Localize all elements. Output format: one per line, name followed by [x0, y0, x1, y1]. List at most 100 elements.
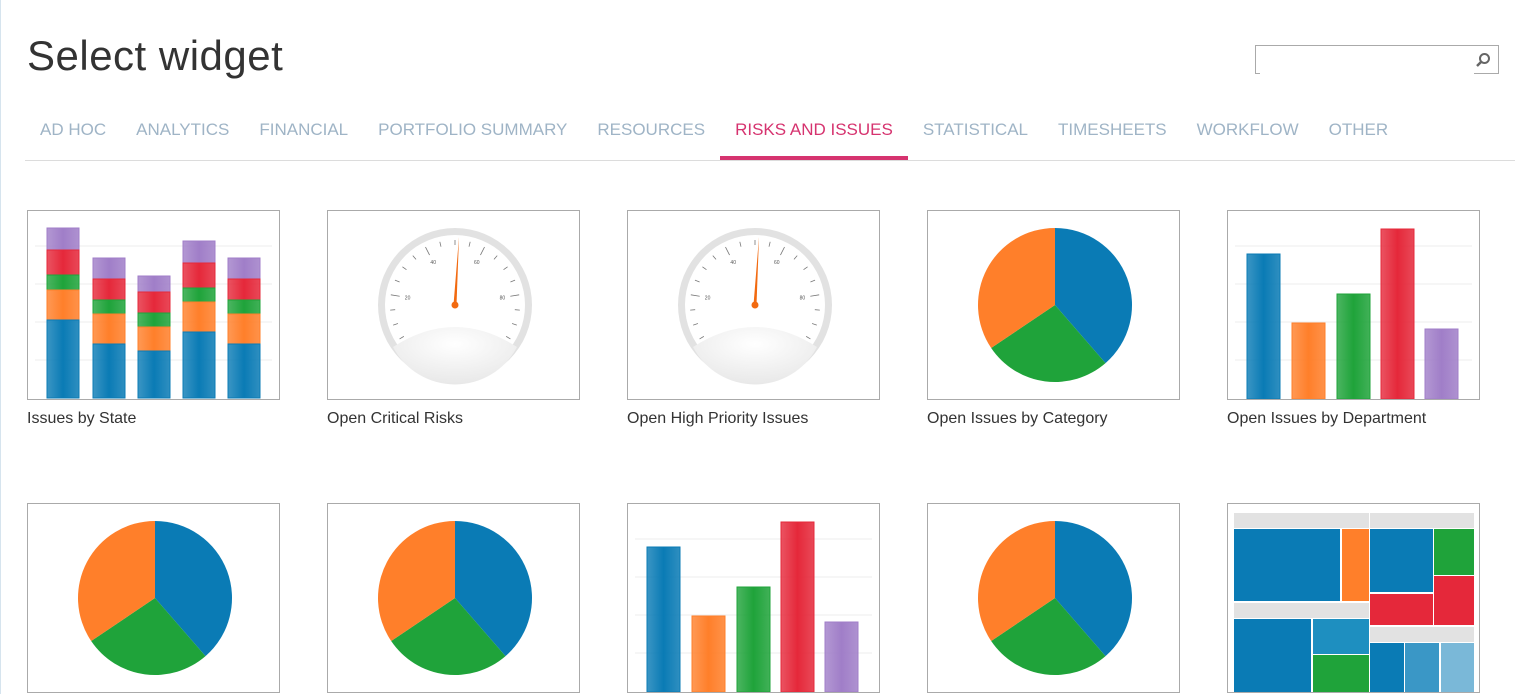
bar-segment-red: [46, 249, 80, 276]
bar-segment-purple: [137, 275, 171, 293]
widget-card[interactable]: [1227, 503, 1480, 693]
bar-segment-orange: [182, 301, 216, 333]
widget-card[interactable]: [627, 503, 880, 693]
gauge-tick: [394, 279, 400, 283]
gauge-tick: [768, 241, 771, 247]
gauge-tick: [505, 336, 511, 340]
tab-ad-hoc[interactable]: AD HOC: [40, 120, 107, 139]
widget-label[interactable]: Open High Priority Issues: [627, 410, 809, 427]
bar-segment-blue: [46, 319, 80, 399]
bar-segment-purple: [182, 240, 216, 264]
widget-thumbnail-bar[interactable]: [627, 503, 880, 693]
bar-orange: [691, 615, 726, 692]
gauge-pivot: [751, 301, 759, 309]
bar-segment-blue: [227, 343, 261, 399]
widget-thumbnail-pie[interactable]: [927, 503, 1180, 693]
gauge-tick: [803, 266, 808, 271]
bar-green: [1336, 293, 1371, 399]
gauge-tick: [468, 241, 471, 247]
widget-label[interactable]: Issues by State: [27, 410, 137, 427]
gauge-tick: [690, 294, 700, 297]
treemap-cell: [1434, 576, 1474, 625]
bar-segment-red: [227, 278, 261, 301]
tab-analytics[interactable]: ANALYTICS: [136, 120, 230, 139]
gauge-tick: [793, 255, 798, 260]
treemap-cell: [1313, 619, 1369, 654]
treemap-cell: [1370, 594, 1433, 625]
widget-label[interactable]: Open Issues by Department: [1227, 410, 1427, 427]
gauge-tick: [439, 241, 442, 247]
tab-statistical[interactable]: STATISTICAL: [922, 120, 1029, 139]
tab-risks-and-issues[interactable]: RISKS AND ISSUES: [720, 110, 908, 160]
gauge-tick: [399, 336, 405, 340]
tab-resources[interactable]: RESOURCES: [597, 120, 706, 139]
bar-segment-blue: [182, 331, 216, 399]
widget-label[interactable]: Open Issues by Category: [927, 410, 1108, 427]
widget-thumbnail-bar[interactable]: [1227, 210, 1480, 400]
tab-workflow[interactable]: WORKFLOW: [1196, 120, 1299, 139]
bar-blue: [1246, 253, 1281, 399]
bar-blue: [646, 546, 681, 692]
bar-segment-green: [46, 274, 80, 291]
gauge-pivot: [451, 301, 459, 309]
bar-segment-purple: [227, 257, 261, 280]
widget-card[interactable]: [927, 503, 1180, 693]
widget-thumbnail-treemap[interactable]: [1227, 503, 1480, 693]
bar-segment-orange: [92, 313, 126, 345]
widget-card[interactable]: Issues by State: [27, 210, 280, 428]
gauge-tick-label: 40: [730, 260, 736, 266]
gauge-tick: [393, 323, 399, 326]
bar-segment-orange: [227, 313, 261, 345]
widget-thumbnail-stacked-bar[interactable]: [27, 210, 280, 400]
widget-card[interactable]: [27, 503, 280, 693]
pie-chart-icon: [978, 228, 1132, 382]
bar-segment-orange: [46, 289, 80, 321]
gauge-tick: [725, 246, 730, 256]
search-input[interactable]: [1260, 47, 1474, 74]
search-box[interactable]: [1255, 45, 1499, 74]
gauge-tick-label: 60: [474, 260, 480, 266]
gauge-tick: [811, 323, 817, 326]
bar-segment-green: [182, 287, 216, 303]
widget-thumbnail-pie[interactable]: [27, 503, 280, 693]
bar-purple: [1424, 328, 1459, 399]
widget-card[interactable]: 020406080100 Open High Priority Issues: [627, 210, 880, 428]
gauge-tick: [780, 246, 785, 256]
bar-segment-green: [137, 312, 171, 328]
gauge-tick: [480, 246, 485, 256]
bar-segment-green: [227, 299, 261, 315]
widget-card[interactable]: [327, 503, 580, 693]
widget-label[interactable]: Open Critical Risks: [327, 410, 464, 427]
pie-slice-green: [391, 598, 506, 675]
widget-thumbnail-pie[interactable]: [927, 210, 1180, 400]
widget-card[interactable]: 020406080100 Open Critical Risks: [327, 210, 580, 428]
pie-slice-green: [991, 598, 1106, 675]
widget-thumbnail-gauge[interactable]: 020406080100: [627, 210, 880, 400]
bar-segment-red: [92, 278, 126, 301]
gauge-tick: [510, 279, 516, 283]
bar-segment-blue: [137, 350, 171, 399]
widget-card[interactable]: Open Issues by Category: [927, 210, 1180, 428]
gauge-tick: [511, 323, 517, 326]
widget-thumbnail-gauge[interactable]: 020406080100: [327, 210, 580, 400]
pie-slice-orange: [78, 521, 155, 642]
widget-thumbnail-pie[interactable]: [327, 503, 580, 693]
tab-timesheets[interactable]: TIMESHEETS: [1058, 120, 1167, 139]
tab-financial[interactable]: FINANCIAL: [259, 120, 349, 139]
search-icon[interactable]: [1474, 51, 1492, 69]
gauge-tick: [699, 336, 705, 340]
treemap-cell: [1234, 603, 1369, 618]
gauge-tick: [510, 294, 520, 297]
tab-portfolio-summary[interactable]: PORTFOLIO SUMMARY: [378, 120, 568, 139]
pie-slice-orange: [378, 521, 455, 642]
bar-red: [780, 521, 815, 692]
pie-slice-blue: [155, 521, 232, 657]
pie-chart-icon: [78, 521, 232, 675]
gauge-tick: [425, 246, 430, 256]
gauge-tick: [493, 255, 498, 260]
tab-other[interactable]: OTHER: [1328, 120, 1389, 139]
widget-card[interactable]: Open Issues by Department: [1227, 210, 1480, 428]
bar-purple: [824, 621, 859, 692]
pie-chart-icon: [978, 521, 1132, 675]
gauge-tick: [390, 294, 400, 297]
